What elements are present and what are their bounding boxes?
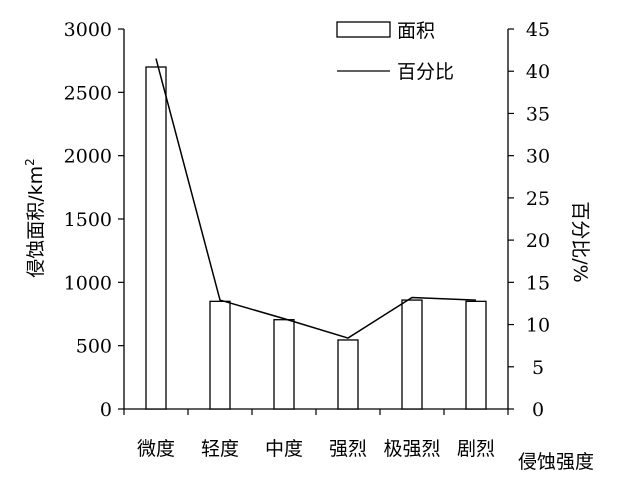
bar xyxy=(465,300,487,410)
legend-line-label: 百分比 xyxy=(397,61,454,83)
right-tick-label: 40 xyxy=(526,61,550,83)
x-axis-title: 侵蚀强度 xyxy=(518,451,594,473)
bar xyxy=(145,66,167,410)
legend: 面积 百分比 xyxy=(336,20,454,83)
right-tick-label: 35 xyxy=(526,103,550,125)
left-tick-label: 2000 xyxy=(64,146,112,168)
y-axis-title: 侵蚀面积/km2 xyxy=(23,158,47,278)
right-tick-label: 5 xyxy=(532,357,544,379)
x-category-label: 极强烈 xyxy=(383,438,440,460)
percent-line xyxy=(155,58,477,339)
right-tick-label: 25 xyxy=(526,188,550,210)
right-tick-label: 10 xyxy=(526,315,550,337)
right-tick-label: 20 xyxy=(526,230,550,252)
x-category-label: 中度 xyxy=(265,438,303,460)
legend-bar-label: 面积 xyxy=(397,20,435,42)
left-tick-label: 2500 xyxy=(64,82,112,104)
y2-axis-title: 百分比/% xyxy=(569,201,591,282)
left-tick-label: 3000 xyxy=(64,19,112,41)
left-tick-label: 500 xyxy=(76,336,112,358)
legend-bar-swatch xyxy=(336,21,391,38)
axes xyxy=(118,28,514,415)
right-tick-label: 15 xyxy=(526,272,550,294)
bar xyxy=(337,339,359,410)
x-category-label: 微度 xyxy=(137,438,175,460)
bar-series xyxy=(145,66,487,410)
right-tick-label: 30 xyxy=(526,146,550,168)
left-tick-label: 1500 xyxy=(64,209,112,231)
left-tick-label: 1000 xyxy=(64,272,112,294)
x-category-label: 轻度 xyxy=(201,438,239,460)
x-category-label: 强烈 xyxy=(329,438,367,460)
bar xyxy=(273,319,295,410)
x-category-label: 剧烈 xyxy=(457,438,495,460)
tick-labels: 0 500 1000 1500 2000 2500 3000 0 5 10 15 20 25 30 35 40… xyxy=(64,19,550,460)
left-tick-label: 0 xyxy=(100,399,112,421)
right-tick-label: 45 xyxy=(526,19,550,41)
line-series xyxy=(155,58,477,339)
bar xyxy=(209,300,231,410)
right-tick-label: 0 xyxy=(532,399,544,421)
bar xyxy=(401,299,423,410)
